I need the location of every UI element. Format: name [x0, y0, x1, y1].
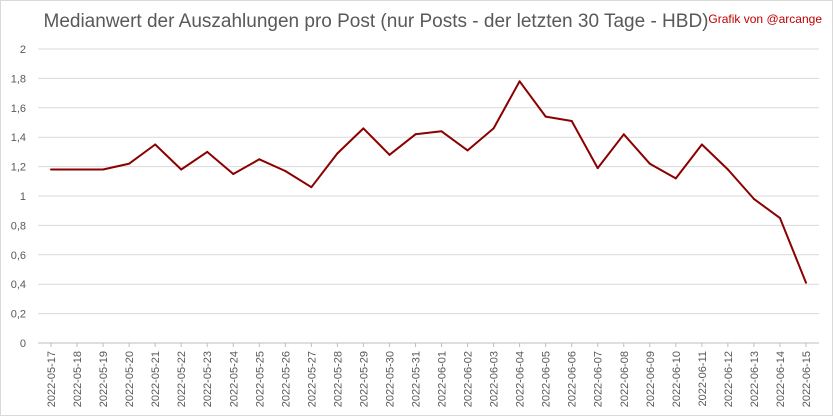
x-tick-label: 2022-05-18: [72, 351, 84, 407]
y-tick-label: 0,4: [11, 279, 26, 291]
chart-title: Medianwert der Auszahlungen pro Post (nu…: [43, 11, 709, 32]
x-tick-label: 2022-06-14: [775, 351, 787, 407]
chart-credit: Grafik von @arcange: [708, 12, 822, 26]
y-tick-label: 0,6: [11, 250, 26, 262]
y-tick-label: 0,8: [11, 220, 26, 232]
data-point: [284, 170, 287, 173]
x-tick-label: 2022-05-26: [280, 351, 292, 407]
data-point: [180, 168, 183, 171]
data-point: [648, 162, 651, 165]
data-point: [804, 281, 807, 284]
data-point: [388, 153, 391, 156]
y-tick-label: 1,4: [11, 132, 26, 144]
x-tick-label: 2022-06-02: [463, 351, 475, 407]
x-tick-label: 2022-05-25: [254, 351, 266, 407]
y-tick-label: 1,2: [11, 162, 26, 174]
data-point: [440, 130, 443, 133]
x-tick-label: 2022-06-04: [515, 351, 527, 407]
data-point: [50, 168, 53, 171]
data-point: [310, 186, 313, 189]
x-tick-label: 2022-05-24: [228, 351, 240, 407]
data-point: [336, 152, 339, 155]
data-point: [154, 143, 157, 146]
x-tick-label: 2022-06-11: [697, 351, 709, 406]
y-tick-label: 0,2: [11, 309, 26, 321]
y-axis-ticks: 0 0,2 0,4 0,6 0,8 1 1,2 1,4 1,6 1,8 2: [11, 44, 26, 350]
series-line: [51, 80, 807, 284]
data-point: [492, 127, 495, 130]
x-tick-label: 2022-05-29: [358, 351, 370, 407]
data-point: [362, 127, 365, 130]
y-tick-label: 1: [20, 191, 26, 203]
x-tick-label: 2022-05-28: [332, 351, 344, 407]
x-tick-label: 2022-05-31: [410, 351, 422, 407]
data-point: [700, 143, 703, 146]
gridlines: [38, 48, 819, 344]
x-axis-ticks: 2022-05-17 2022-05-18 2022-05-19 2022-05-20…: [46, 343, 813, 407]
x-tick-label: 2022-05-27: [306, 351, 318, 407]
data-point: [258, 158, 261, 161]
x-tick-label: 2022-05-17: [46, 351, 58, 407]
x-tick-label: 2022-06-12: [723, 351, 735, 407]
x-tick-label: 2022-05-22: [176, 351, 188, 407]
x-tick-label: 2022-06-01: [437, 351, 449, 407]
x-tick-label: 2022-05-23: [202, 351, 214, 407]
data-point: [466, 149, 469, 152]
data-point: [206, 150, 209, 153]
data-point: [622, 133, 625, 136]
data-point: [596, 167, 599, 170]
data-point: [726, 168, 729, 171]
x-tick-label: 2022-05-30: [384, 351, 396, 407]
data-point: [570, 120, 573, 123]
x-tick-label: 2022-06-10: [671, 351, 683, 407]
x-tick-label: 2022-06-13: [749, 351, 761, 407]
data-point: [544, 115, 547, 118]
data-point: [232, 172, 235, 175]
x-tick-label: 2022-06-09: [645, 351, 657, 407]
y-tick-label: 1,6: [11, 103, 26, 115]
x-tick-label: 2022-05-21: [150, 351, 162, 407]
data-point: [674, 177, 677, 180]
y-tick-label: 1,8: [11, 73, 26, 85]
data-point: [76, 168, 79, 171]
y-tick-label: 0: [20, 338, 26, 350]
x-tick-label: 2022-06-03: [489, 351, 501, 407]
x-tick-label: 2022-06-06: [567, 351, 579, 407]
x-tick-label: 2022-06-07: [593, 351, 605, 407]
data-point: [128, 162, 131, 165]
data-point: [752, 197, 755, 200]
x-tick-label: 2022-06-08: [619, 351, 631, 407]
data-point: [778, 217, 781, 220]
data-point: [518, 80, 521, 83]
data-point: [414, 133, 417, 136]
series-lines: [50, 80, 807, 284]
x-tick-label: 2022-05-19: [98, 351, 110, 407]
y-tick-label: 2: [20, 44, 26, 56]
x-tick-label: 2022-06-15: [801, 351, 813, 407]
x-tick-label: 2022-06-05: [541, 351, 553, 407]
x-tick-label: 2022-05-20: [124, 351, 136, 407]
data-point: [102, 168, 105, 171]
